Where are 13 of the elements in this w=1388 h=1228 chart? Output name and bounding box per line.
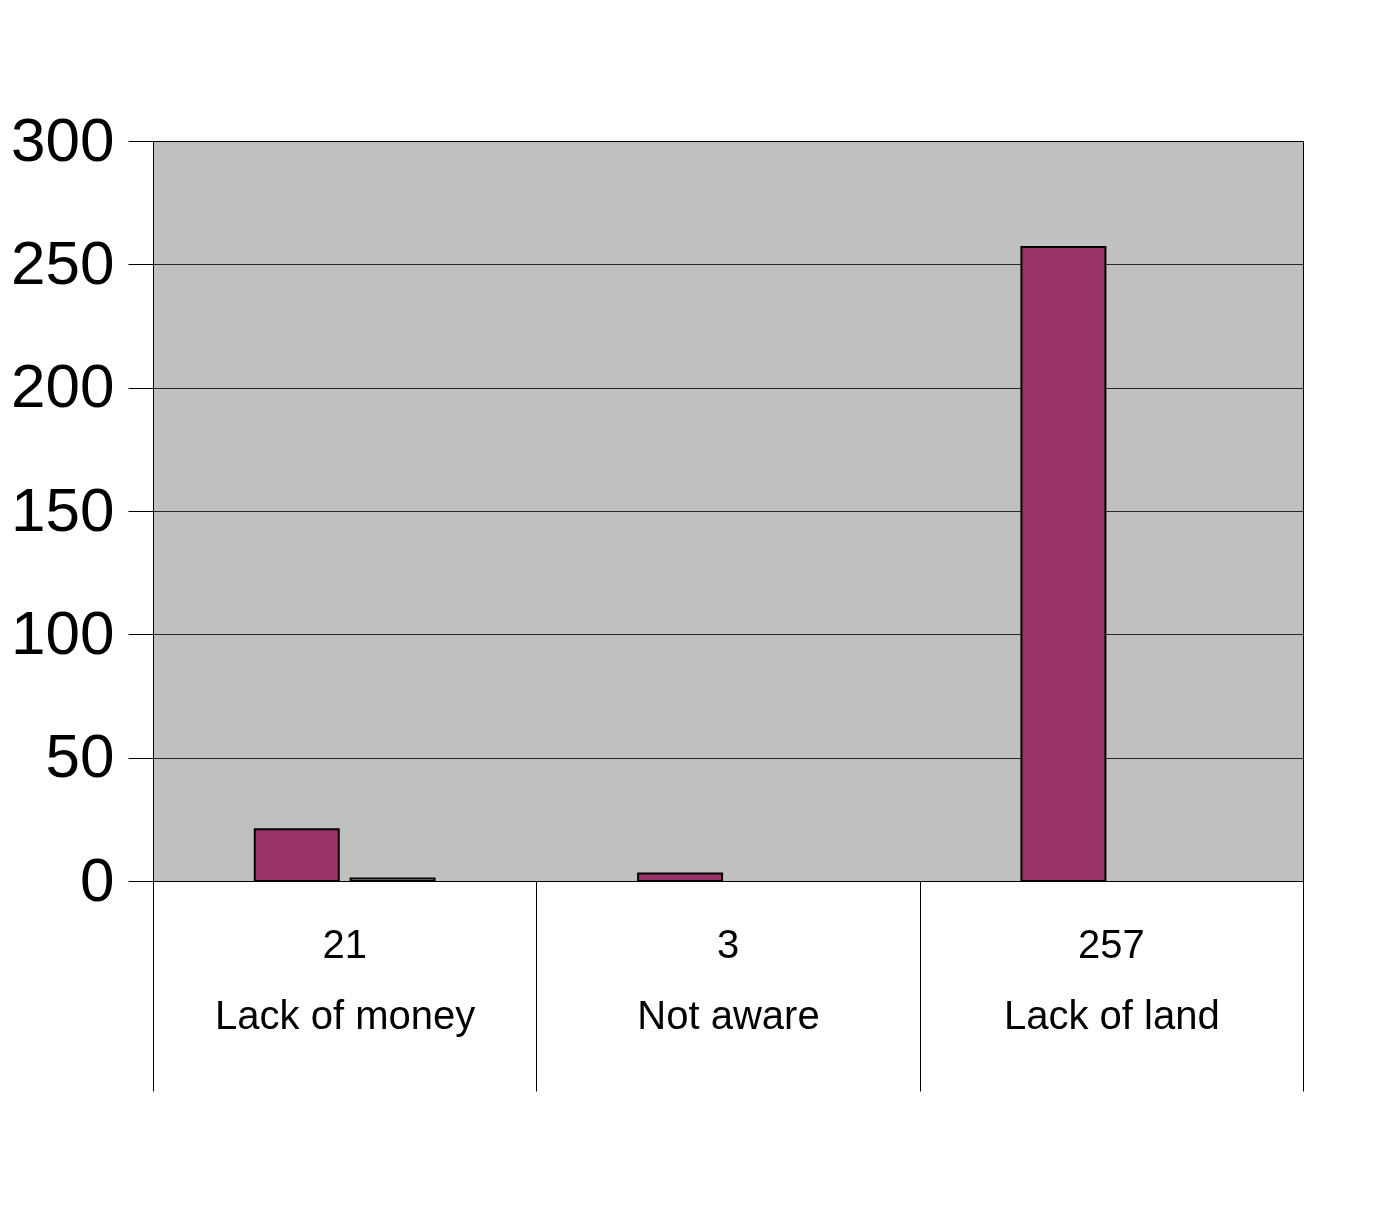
- x-tick-label: Lack of land: [1003, 992, 1220, 1037]
- y-tick-label: 250: [11, 227, 115, 297]
- x-tick-label: Lack of money: [215, 992, 476, 1037]
- data-label: 257: [1077, 922, 1145, 966]
- y-tick-label: 50: [45, 721, 115, 791]
- y-tick-label: 100: [11, 597, 115, 667]
- y-tick-label: 200: [11, 351, 115, 421]
- data-label: 3: [716, 922, 740, 966]
- data-label: 21: [322, 922, 367, 966]
- y-tick-label: 150: [11, 474, 115, 544]
- y-tick-label: 0: [80, 844, 115, 914]
- y-tick-label: 300: [11, 104, 115, 174]
- x-tick-label: Not aware: [637, 992, 820, 1037]
